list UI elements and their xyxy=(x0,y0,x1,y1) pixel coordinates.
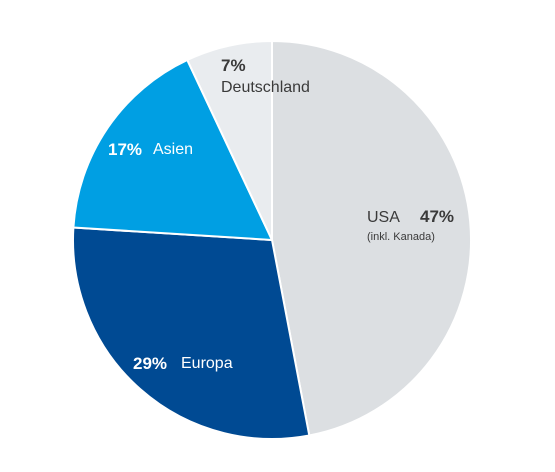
slice-label-asien: Asien xyxy=(153,141,193,158)
slice-percent-deutschland: 7% xyxy=(221,56,246,75)
slice-label-usa: USA xyxy=(367,209,400,226)
slice-percent-usa: 47% xyxy=(420,207,454,226)
slice-note-usa: (inkl. Kanada) xyxy=(367,231,435,243)
slice-percent-asien: 17% xyxy=(108,140,142,159)
pie-slices xyxy=(71,40,472,440)
slice-label-deutschland: Deutschland xyxy=(221,79,310,96)
pie-slice-usa xyxy=(271,40,472,437)
slice-label-europa: Europa xyxy=(181,355,233,372)
pie-slice-europa xyxy=(71,226,311,440)
pie-slice-asien xyxy=(72,58,273,241)
pie-slice-deutschland xyxy=(186,40,273,241)
slice-percent-europa: 29% xyxy=(133,354,167,373)
